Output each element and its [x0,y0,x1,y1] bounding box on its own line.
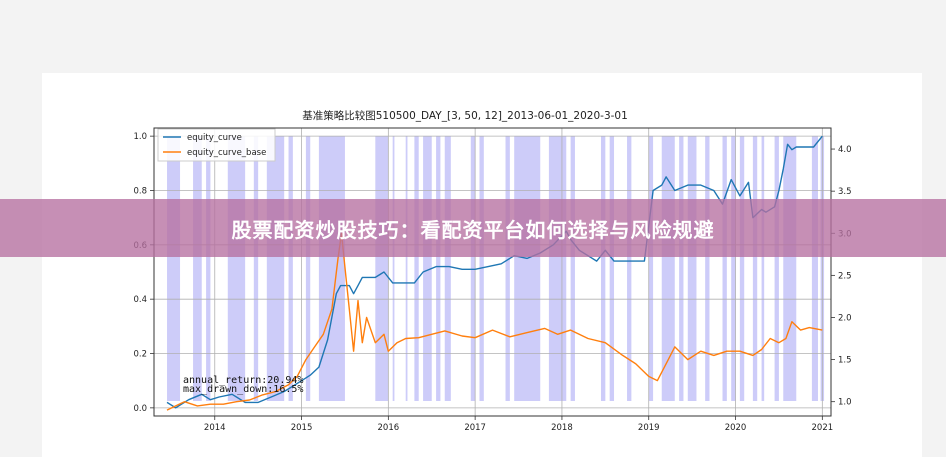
shaded-period [193,136,202,401]
shaded-period [761,136,765,401]
shaded-period [167,136,181,401]
x-tick-label: 2014 [204,423,226,433]
axes: 0.00.20.40.60.81.01.01.52.02.53.03.54.02… [133,127,852,433]
shaded-period [679,136,684,401]
right-tick-label: 3.5 [838,187,852,197]
shaded-period [375,136,389,401]
shaded-period [722,136,727,401]
shaded-period [206,136,211,401]
right-tick-label: 4.0 [838,145,852,155]
shaded-period [661,136,675,401]
left-tick-label: 0.0 [133,404,147,414]
shaded-period [414,136,419,401]
legend: equity_curve equity_curve_base [157,128,276,162]
legend-label-equity-curve-base: equity_curve_base [187,148,266,158]
shaded-period [253,136,259,401]
shaded-period [305,136,311,401]
shaded-period [288,136,293,401]
shaded-period [627,136,632,401]
annotation-annual-return: annual_return:20.94% [183,375,303,386]
shaded-period [783,136,797,401]
shaded-period [752,136,758,401]
annotation-max-drawdown: max_drawn_down:16.5% [183,384,303,395]
shaded-period [739,136,745,401]
x-tick-label: 2018 [551,423,573,433]
shaded-period [423,136,432,401]
x-tick-label: 2016 [378,423,400,433]
shaded-period [648,136,654,401]
shaded-period [548,136,567,401]
shaded-periods [167,136,825,401]
shaded-period [570,136,575,401]
shaded-period [444,136,451,401]
legend-box [157,128,276,162]
right-tick-label: 1.5 [838,356,852,366]
shaded-period [600,136,606,401]
shaded-period [811,136,818,401]
left-tick-label: 0.8 [133,186,147,196]
shaded-period [705,136,710,401]
shaded-period [392,136,395,401]
shaded-period [318,136,345,401]
series-line-equity-curve-base [166,232,823,411]
chart-title: 基准策略比较图510500_DAY_[3, 50, 12]_2013-06-01… [302,109,628,122]
legend-label-equity-curve: equity_curve [187,133,242,143]
x-tick-label: 2015 [291,423,313,433]
shaded-period [731,136,736,401]
shaded-period [774,136,779,401]
x-tick-label: 2017 [464,423,486,433]
right-tick-label: 2.5 [838,271,852,281]
shaded-period [514,136,541,401]
x-tick-label: 2021 [812,423,834,433]
shaded-period [505,136,510,401]
shaded-period [609,136,615,401]
shaded-period [405,136,408,401]
left-tick-label: 0.4 [133,295,147,305]
left-tick-label: 1.0 [133,132,147,142]
left-tick-label: 0.2 [133,350,147,360]
x-tick-label: 2020 [725,423,747,433]
shaded-period [266,136,285,401]
right-tick-label: 1.0 [838,398,852,408]
x-tick-label: 2019 [638,423,660,433]
shaded-period [227,136,246,401]
plot-frame [153,127,832,417]
shaded-period [436,136,441,401]
headline-text: 股票配资炒股技巧：看配资平台如何选择与风险规避 [231,217,715,242]
headline-banner: 股票配资炒股技巧：看配资平台如何选择与风险规避 [0,199,946,257]
chart: 基准策略比较图510500_DAY_[3, 50, 12]_2013-06-01… [133,109,852,433]
right-tick-label: 2.0 [838,313,852,323]
shaded-period [687,136,697,401]
chart-card: 基准策略比较图510500_DAY_[3, 50, 12]_2013-06-01… [42,73,922,457]
shaded-period [470,136,476,401]
